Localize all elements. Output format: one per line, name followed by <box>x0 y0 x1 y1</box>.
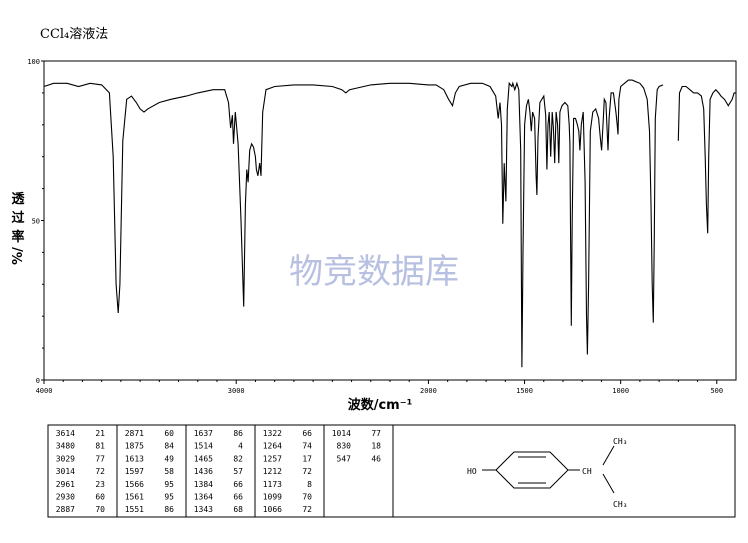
ring-inner <box>500 456 514 470</box>
peak-wavenumber: 1264 <box>263 442 282 451</box>
peak-wavenumber: 1322 <box>263 429 282 438</box>
watermark: 物竞数据库 <box>289 252 459 292</box>
peak-transmittance: 72 <box>302 505 312 514</box>
peak-transmittance: 8 <box>307 480 312 489</box>
peak-wavenumber: 547 <box>337 454 352 463</box>
peak-transmittance: 58 <box>164 467 174 476</box>
spectrum-line-segment <box>677 85 736 234</box>
y-axis-label-char: 过 <box>11 210 24 226</box>
peak-wavenumber: 3029 <box>56 454 75 463</box>
peak-wavenumber: 1465 <box>194 454 213 463</box>
peak-wavenumber: 1014 <box>332 429 351 438</box>
x-tick-label: 3000 <box>228 387 245 395</box>
peak-wavenumber: 1364 <box>194 493 213 502</box>
structure-drawing: HO CH CH₃ CH₃ <box>467 437 627 509</box>
y-axis-label: 透过率 %/ <box>11 192 26 265</box>
peak-transmittance: 60 <box>95 493 105 502</box>
y-tick-label: 50 <box>32 218 40 226</box>
peak-table-cells: 3614 21 3480 81 3029 77 3014 72 2961 23 2930 60 2887… <box>56 429 381 514</box>
peak-transmittance: 95 <box>164 480 174 489</box>
peak-wavenumber: 1436 <box>194 467 213 476</box>
peak-wavenumber: 2887 <box>56 505 75 514</box>
peak-transmittance: 77 <box>371 429 381 438</box>
plot-frame <box>43 60 737 381</box>
peak-transmittance: 70 <box>95 505 105 514</box>
peak-transmittance: 84 <box>164 442 174 451</box>
peak-transmittance: 72 <box>302 467 312 476</box>
hydroxyl-label: HO <box>467 467 477 476</box>
peak-wavenumber: 1343 <box>194 505 213 514</box>
x-tick-label: 1000 <box>612 387 629 395</box>
peak-wavenumber: 1099 <box>263 493 282 502</box>
peak-wavenumber: 1212 <box>263 467 282 476</box>
peak-transmittance: 60 <box>164 429 174 438</box>
peak-transmittance: 86 <box>233 429 243 438</box>
peak-transmittance: 66 <box>233 480 243 489</box>
methyl-bottom-label: CH₃ <box>613 500 627 509</box>
peak-wavenumber: 830 <box>337 442 352 451</box>
x-tick-label: 4000 <box>36 387 53 395</box>
peak-transmittance: 74 <box>302 442 312 451</box>
peak-wavenumber: 1875 <box>125 442 144 451</box>
peak-wavenumber: 1257 <box>263 454 282 463</box>
peak-transmittance: 17 <box>302 454 312 463</box>
x-axis-ticks: 4000 3000 2000 1500 1000 500 <box>36 380 723 395</box>
y-axis-label-char: %/ <box>11 247 26 265</box>
y-axis-ticks: 0 50 100 <box>27 58 44 385</box>
peak-transmittance: 86 <box>164 505 174 514</box>
x-tick-label: 2000 <box>420 387 437 395</box>
peak-transmittance: 95 <box>164 493 174 502</box>
peak-wavenumber: 1561 <box>125 493 144 502</box>
peak-wavenumber: 3614 <box>56 429 75 438</box>
spectrum-line-segment <box>43 79 664 368</box>
peak-transmittance: 18 <box>371 442 381 451</box>
peak-wavenumber: 1613 <box>125 454 144 463</box>
peak-transmittance: 68 <box>233 505 243 514</box>
y-axis-label-char: 率 <box>11 229 24 245</box>
chart-title: CCl₄溶液法 <box>40 27 108 42</box>
x-tick-label: 500 <box>710 387 723 395</box>
peak-transmittance: 49 <box>164 454 174 463</box>
peak-transmittance: 57 <box>233 467 243 476</box>
peak-wavenumber: 2930 <box>56 493 75 502</box>
peak-transmittance: 4 <box>238 442 243 451</box>
y-axis-label-char: 透 <box>11 192 24 207</box>
peak-wavenumber: 1384 <box>194 480 213 489</box>
peak-transmittance: 66 <box>233 493 243 502</box>
y-tick-label: 0 <box>36 377 40 385</box>
peak-wavenumber: 1066 <box>263 505 282 514</box>
structure-panel <box>392 424 736 518</box>
peak-transmittance: 72 <box>95 467 105 476</box>
peak-wavenumber: 2871 <box>125 429 144 438</box>
peak-wavenumber: 1173 <box>263 480 282 489</box>
peak-transmittance: 23 <box>95 480 105 489</box>
peak-transmittance: 70 <box>302 493 312 502</box>
peak-wavenumber: 3480 <box>56 442 75 451</box>
peak-wavenumber: 1637 <box>194 429 213 438</box>
ch-ch3-bond-top <box>602 445 615 466</box>
peak-wavenumber: 3014 <box>56 467 75 476</box>
ch-ch3-bond-bottom <box>602 473 615 494</box>
peak-wavenumber: 1514 <box>194 442 213 451</box>
peak-transmittance: 46 <box>371 454 381 463</box>
x-axis-label: 波数/cm⁻¹ <box>348 397 413 413</box>
peak-wavenumber: 1566 <box>125 480 144 489</box>
spectrum-trace <box>43 79 736 368</box>
x-tick-label: 1500 <box>516 387 533 395</box>
peak-wavenumber: 1597 <box>125 467 144 476</box>
peak-transmittance: 66 <box>302 429 312 438</box>
methyl-top-label: CH₃ <box>613 437 627 446</box>
peak-transmittance: 81 <box>95 442 105 451</box>
peak-transmittance: 21 <box>95 429 105 438</box>
ch-label: CH <box>582 467 592 476</box>
peak-transmittance: 77 <box>95 454 105 463</box>
y-tick-label: 100 <box>27 58 40 66</box>
peak-transmittance: 82 <box>233 454 243 463</box>
peak-wavenumber: 1551 <box>125 505 144 514</box>
peak-wavenumber: 2961 <box>56 480 75 489</box>
